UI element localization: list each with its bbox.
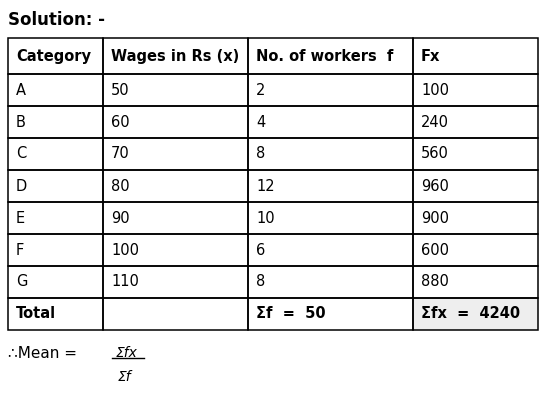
Bar [413,298,538,330]
Bar [413,202,538,234]
Bar [103,38,248,74]
Text: 60: 60 [111,115,129,130]
Bar [248,266,413,298]
Bar [413,170,538,202]
Bar [413,138,538,170]
Text: Σfx: Σfx [116,346,138,360]
Bar [248,298,413,330]
Text: 900: 900 [421,211,449,226]
Text: 90: 90 [111,211,129,226]
Text: ∴Mean =: ∴Mean = [8,347,82,362]
Text: 100: 100 [421,83,449,98]
Text: 8: 8 [256,274,265,289]
Text: 560: 560 [421,146,449,161]
Bar [248,234,413,266]
Text: 50: 50 [111,83,129,98]
Bar [8,38,103,74]
Bar [413,74,538,106]
Bar [413,106,538,138]
Bar [8,170,103,202]
Bar [413,234,538,266]
Text: 12: 12 [256,178,275,193]
Bar [8,234,103,266]
Bar [413,38,538,74]
Bar [248,138,413,170]
Text: No. of workers  f: No. of workers f [256,48,393,63]
Bar [413,298,538,330]
Text: 960: 960 [421,178,449,193]
Text: Total: Total [16,306,56,322]
Text: Solution: -: Solution: - [8,11,105,29]
Bar [8,74,103,106]
Text: 10: 10 [256,211,275,226]
Bar [8,266,103,298]
Text: E: E [16,211,25,226]
Bar [248,38,413,74]
Text: C: C [16,146,26,161]
Text: A: A [16,83,26,98]
Text: 4: 4 [256,115,265,130]
Bar [248,106,413,138]
Bar [248,74,413,106]
Text: G: G [16,274,27,289]
Text: 880: 880 [421,274,449,289]
Text: B: B [16,115,26,130]
Bar [103,298,248,330]
Bar [8,202,103,234]
Text: Wages in Rs (x): Wages in Rs (x) [111,48,239,63]
Text: Σf: Σf [118,370,132,384]
Text: 240: 240 [421,115,449,130]
Text: 600: 600 [421,243,449,258]
Bar [248,170,413,202]
Bar [248,202,413,234]
Text: Σfx  =  4240: Σfx = 4240 [421,306,520,322]
Text: 6: 6 [256,243,265,258]
Text: Category: Category [16,48,91,63]
Text: Fx: Fx [421,48,441,63]
Bar [103,138,248,170]
Text: 8: 8 [256,146,265,161]
Text: 110: 110 [111,274,139,289]
Bar [103,106,248,138]
Text: 70: 70 [111,146,130,161]
Text: F: F [16,243,24,258]
Text: D: D [16,178,27,193]
Bar [8,298,103,330]
Bar [103,266,248,298]
Text: 2: 2 [256,83,265,98]
Bar [8,138,103,170]
Bar [103,74,248,106]
Bar [103,234,248,266]
Text: 100: 100 [111,243,139,258]
Bar [413,266,538,298]
Bar [103,170,248,202]
Bar [8,106,103,138]
Text: Σf  =  50: Σf = 50 [256,306,326,322]
Text: 80: 80 [111,178,129,193]
Bar [103,202,248,234]
